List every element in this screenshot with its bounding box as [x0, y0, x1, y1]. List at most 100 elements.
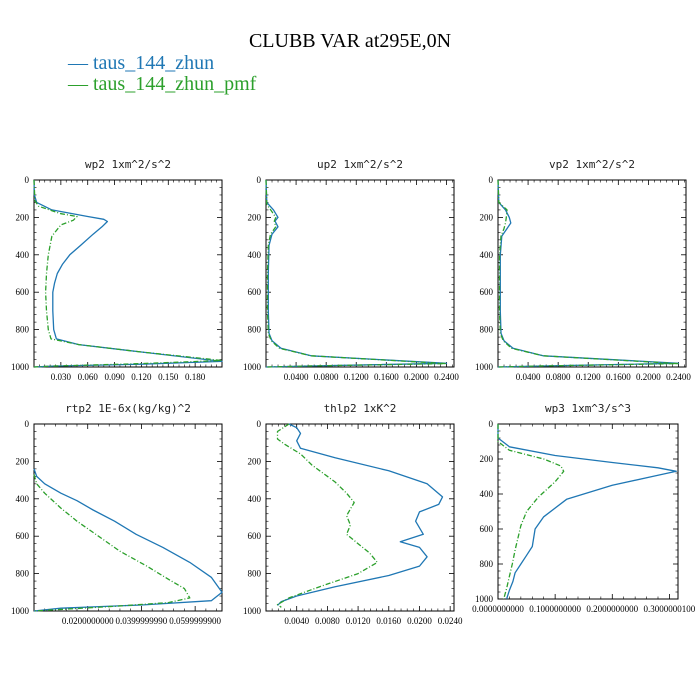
y-tick-label: 600 — [248, 287, 262, 297]
y-tick-label: 400 — [16, 250, 30, 260]
y-tick-label: 800 — [480, 325, 494, 335]
panel-title: wp3 1xm^3/s^3 — [545, 402, 631, 415]
series-line-zhun-pmf — [497, 424, 565, 600]
x-tick-label: 0.0040 — [284, 616, 309, 626]
y-tick-label: 400 — [248, 250, 262, 260]
chart-panel-4: rtp2 1E-6x(kg/kg)^2 0 200 400 600 800 1000 0.02… — [11, 402, 223, 626]
y-tick-label: 400 — [248, 494, 262, 504]
x-tick-label: 0.1200 — [576, 372, 601, 382]
series-line-zhun-pmf — [276, 423, 378, 608]
y-tick-label: 1000 — [475, 362, 494, 372]
x-tick-label: 0.2000 — [636, 372, 661, 382]
x-tick-label: 0.060 — [78, 372, 99, 382]
y-tick-label: 200 — [248, 456, 262, 466]
legend-entry-zhun: — taus_144_zhun — [68, 52, 214, 75]
x-tick-label: 0.0800 — [546, 372, 571, 382]
y-tick-label: 400 — [480, 250, 494, 260]
y-tick-label: 1000 — [243, 606, 262, 616]
y-tick-label: 600 — [248, 531, 262, 541]
plot-frame — [33, 179, 223, 368]
x-tick-label: 0.0240 — [438, 616, 463, 626]
x-tick-label: 0.0080 — [315, 616, 340, 626]
x-tick-label: 0.0200000000 — [62, 616, 114, 626]
y-tick-label: 600 — [480, 287, 494, 297]
x-tick-label: 0.2000000000 — [586, 604, 638, 614]
plot-frame — [265, 423, 455, 612]
x-tick-label: 0.1000000000 — [529, 604, 581, 614]
legend-label: taus_144_zhun_pmf — [93, 73, 257, 95]
y-tick-label: 200 — [480, 212, 494, 222]
y-tick-label: 800 — [248, 325, 262, 335]
plot-frame — [497, 423, 679, 600]
panel-title: thlp2 1xK^2 — [324, 402, 397, 415]
y-tick-label: 0 — [489, 175, 494, 185]
y-tick-label: 200 — [480, 454, 494, 464]
x-tick-label: 0.0000000000 — [472, 604, 524, 614]
series-line-zhun — [265, 179, 448, 368]
plot-frame — [265, 179, 455, 368]
figure-title: CLUBB VAR at295E,0N — [248, 30, 452, 52]
x-tick-label: 0.0400 — [516, 372, 541, 382]
x-tick-label: 0.0120 — [346, 616, 371, 626]
y-tick-label: 0 — [257, 175, 262, 185]
legend-label: taus_144_zhun — [93, 52, 215, 74]
x-tick-label: 0.090 — [104, 372, 125, 382]
legend-swatch: — — [68, 73, 88, 95]
y-tick-label: 600 — [16, 531, 30, 541]
series-line-zhun — [33, 468, 223, 612]
legend-swatch: — — [68, 52, 88, 74]
x-tick-label: 0.2400 — [434, 372, 459, 382]
series-line-zhun-pmf — [33, 474, 191, 612]
x-tick-label: 0.0400 — [284, 372, 309, 382]
legend-entry-zhun-pmf: — taus_144_zhun_pmf — [68, 73, 256, 96]
x-tick-label: 0.1600 — [606, 372, 631, 382]
series-line-zhun — [33, 179, 223, 368]
chart-panel-1: wp2 1xm^2/s^2 0 200 400 600 800 1000 0.030 0.060… — [11, 158, 223, 382]
y-tick-label: 800 — [248, 569, 262, 579]
y-tick-label: 200 — [16, 212, 30, 222]
series-line-zhun-pmf — [497, 179, 680, 368]
panel-title: up2 1xm^2/s^2 — [317, 158, 403, 171]
x-tick-label: 0.0200 — [407, 616, 432, 626]
x-tick-label: 0.0160 — [376, 616, 401, 626]
y-tick-label: 600 — [16, 287, 30, 297]
x-tick-label: 0.150 — [158, 372, 179, 382]
y-tick-label: 800 — [16, 325, 30, 335]
y-tick-label: 0 — [257, 419, 262, 429]
x-tick-label: 0.180 — [185, 372, 206, 382]
x-tick-label: 0.0399999990 — [116, 616, 168, 626]
y-tick-label: 800 — [16, 569, 30, 579]
y-tick-label: 0 — [25, 175, 30, 185]
series-line-zhun — [497, 424, 677, 600]
y-tick-label: 1000 — [11, 606, 30, 616]
y-tick-label: 1000 — [475, 594, 494, 604]
panel-title: vp2 1xm^2/s^2 — [549, 158, 635, 171]
x-tick-label: 0.0599999900 — [169, 616, 221, 626]
x-tick-label: 0.3000000100 — [644, 604, 696, 614]
y-tick-label: 400 — [16, 494, 30, 504]
y-tick-label: 0 — [489, 419, 494, 429]
y-tick-label: 0 — [25, 419, 30, 429]
y-tick-label: 200 — [16, 456, 30, 466]
series-line-zhun — [277, 423, 444, 606]
x-tick-label: 0.1200 — [344, 372, 369, 382]
panel-title: rtp2 1E-6x(kg/kg)^2 — [65, 402, 191, 415]
x-tick-label: 0.1600 — [374, 372, 399, 382]
series-line-zhun — [497, 179, 680, 368]
plot-frame — [33, 423, 223, 612]
x-tick-label: 0.030 — [51, 372, 72, 382]
plot-frame — [497, 179, 687, 368]
x-tick-label: 0.120 — [131, 372, 152, 382]
y-tick-label: 400 — [480, 489, 494, 499]
chart-panel-5: thlp2 1xK^2 0 200 400 600 800 1000 0.0040 0.0080… — [243, 402, 463, 626]
panel-title: wp2 1xm^2/s^2 — [85, 158, 171, 171]
chart-panel-3: vp2 1xm^2/s^2 0 200 400 600 800 1000 0.0400 0.08… — [475, 158, 691, 382]
y-tick-label: 1000 — [11, 362, 30, 372]
x-tick-label: 0.0800 — [314, 372, 339, 382]
y-tick-label: 800 — [480, 559, 494, 569]
chart-panel-2: up2 1xm^2/s^2 0 200 400 600 800 1000 0.0400 0.08… — [243, 158, 459, 382]
series-line-zhun-pmf — [265, 179, 448, 368]
y-tick-label: 200 — [248, 212, 262, 222]
y-tick-label: 1000 — [243, 362, 262, 372]
